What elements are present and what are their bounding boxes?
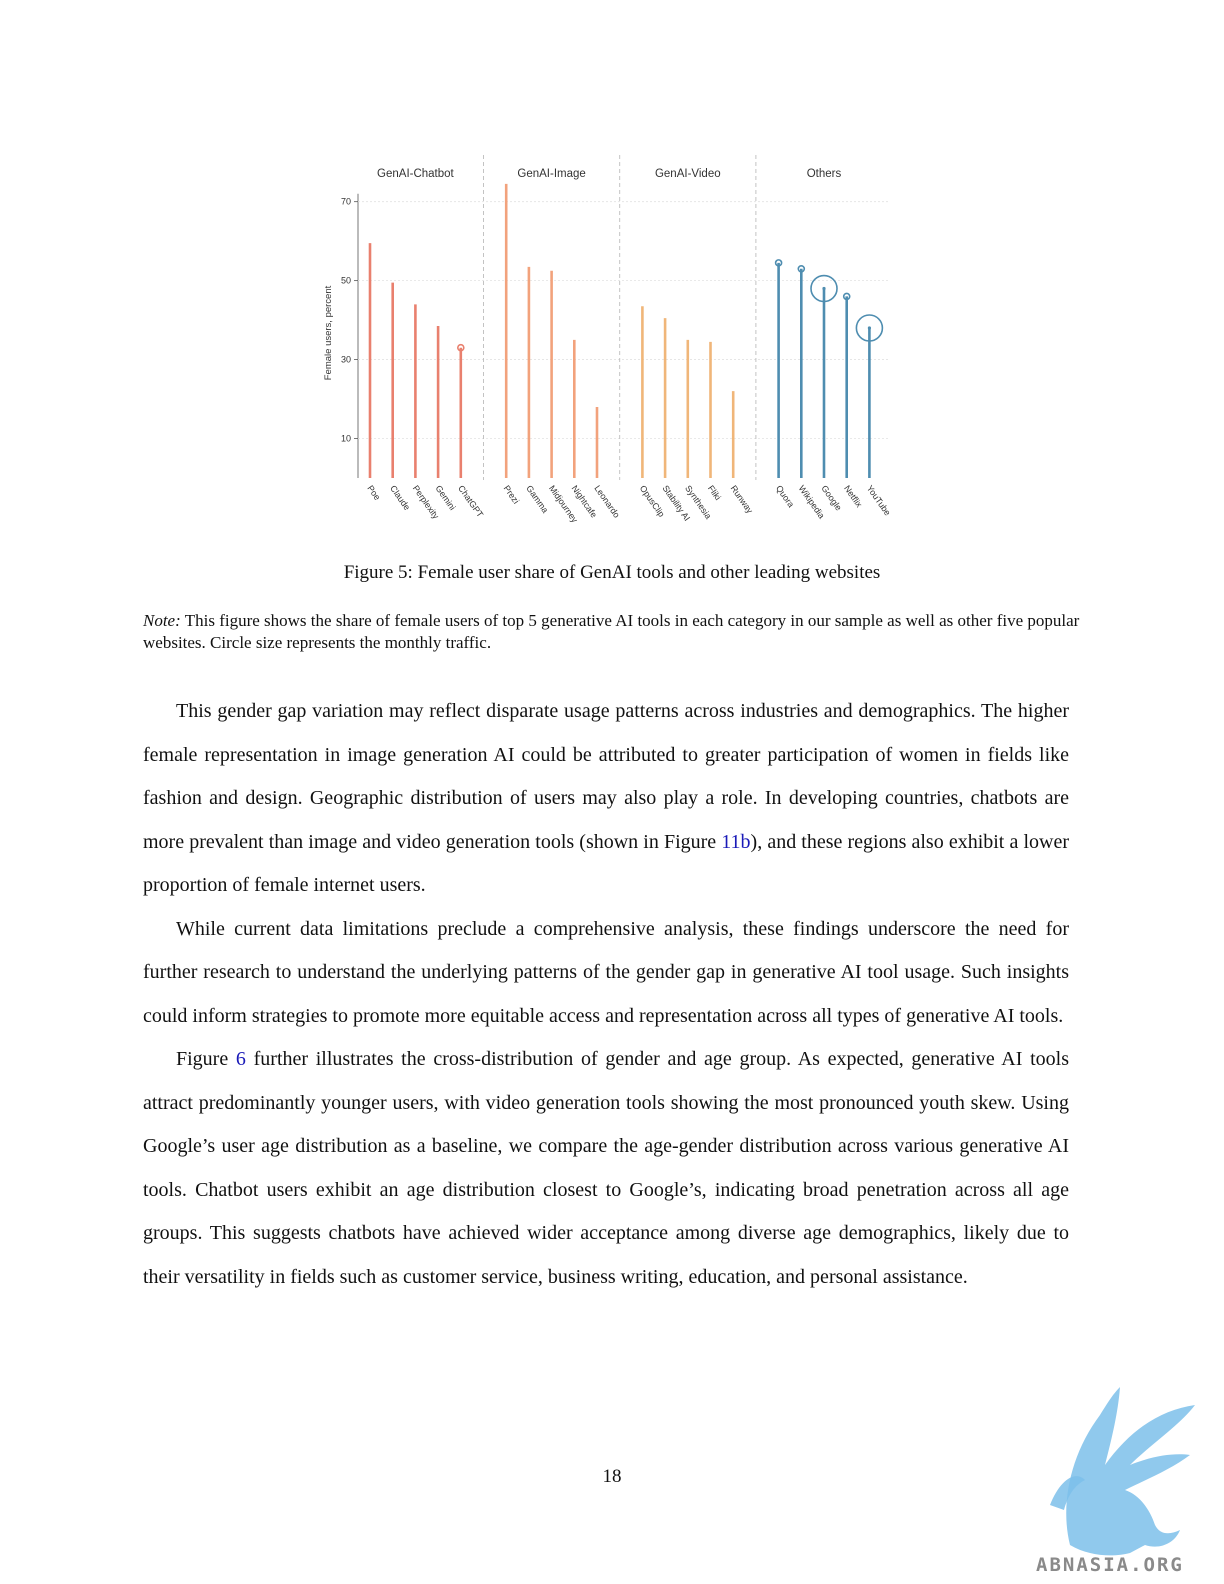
group-label: GenAI-Video bbox=[655, 168, 721, 180]
note-label: Note: bbox=[143, 611, 181, 630]
x-tick-label: Poe bbox=[365, 483, 382, 502]
group-label: Others bbox=[807, 168, 842, 180]
y-tick-label: 50 bbox=[341, 276, 351, 286]
x-tick-label: Netflix bbox=[842, 483, 865, 509]
griffin-logo-icon bbox=[1030, 1385, 1215, 1575]
y-tick-label: 10 bbox=[341, 434, 351, 444]
watermark-text: ABNASIA.ORG bbox=[1036, 1554, 1184, 1576]
paragraph-3: Figure 6 further illustrates the cross-d… bbox=[143, 1038, 1069, 1299]
note-text: This figure shows the share of female us… bbox=[143, 611, 1079, 652]
y-tick-label: 70 bbox=[341, 197, 351, 207]
traffic-dot bbox=[822, 287, 825, 290]
traffic-dot bbox=[868, 326, 871, 329]
x-tick-label: Gamma bbox=[524, 483, 550, 514]
y-axis-label: Female users, percent bbox=[323, 285, 334, 380]
x-tick-label: Runway bbox=[729, 483, 756, 515]
x-tick-label: YouTube bbox=[865, 483, 893, 517]
x-tick-label: Quora bbox=[774, 483, 796, 509]
group-label: GenAI-Image bbox=[517, 168, 585, 180]
x-tick-label: Claude bbox=[388, 483, 412, 512]
y-tick-label: 30 bbox=[341, 355, 351, 365]
x-tick-label: Prezi bbox=[502, 483, 522, 505]
x-tick-label: Fliki bbox=[706, 483, 723, 502]
paragraph-2: While current data limitations preclude … bbox=[143, 908, 1069, 1039]
body-text: This gender gap variation may reflect di… bbox=[143, 690, 1069, 1299]
figure-link-11b[interactable]: 11b bbox=[721, 831, 750, 853]
group-label: GenAI-Chatbot bbox=[377, 168, 455, 180]
paragraph-1: This gender gap variation may reflect di… bbox=[143, 690, 1069, 908]
figure-caption: Figure 5: Female user share of GenAI too… bbox=[0, 562, 1224, 584]
figure-link-6[interactable]: 6 bbox=[236, 1048, 246, 1070]
x-tick-label: ChatGPT bbox=[456, 483, 486, 519]
figure-note: Note: This figure shows the share of fem… bbox=[143, 610, 1083, 654]
